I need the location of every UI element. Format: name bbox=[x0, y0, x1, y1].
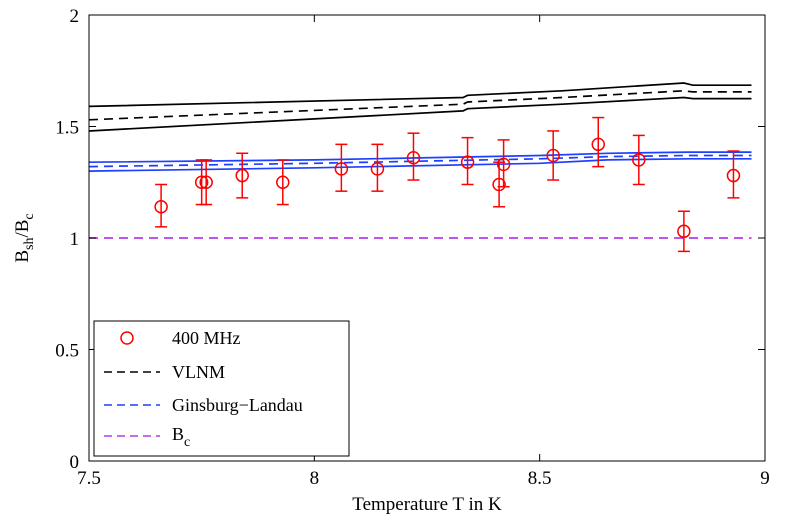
data-point-4 bbox=[276, 175, 290, 189]
data-point-0 bbox=[154, 200, 168, 214]
data-point-3 bbox=[235, 168, 249, 183]
x-axis-label: Temperature T in K bbox=[352, 494, 502, 515]
vlnm-lower-bound-line bbox=[89, 96, 752, 132]
data-point-14 bbox=[677, 224, 691, 239]
vlnm-upper-bound-line bbox=[89, 82, 752, 108]
vlnm-line bbox=[89, 89, 752, 121]
data-point-13 bbox=[632, 153, 646, 167]
y-tick-label-1: 0.5 bbox=[55, 341, 79, 362]
y-label-sub1: sh bbox=[22, 238, 37, 250]
legend: 400 MHz VLNM Ginsburg−Landau Bc bbox=[93, 320, 350, 457]
x-tick-label-1: 8 bbox=[310, 468, 320, 489]
legend-label-bc-sub: c bbox=[184, 435, 190, 450]
data-point-11 bbox=[546, 148, 560, 163]
y-tick-label-4: 2 bbox=[70, 6, 80, 27]
legend-label-400mhz: 400 MHz bbox=[172, 328, 241, 348]
y-tick-label-0: 0 bbox=[70, 452, 80, 473]
x-tick-label-3: 9 bbox=[760, 468, 770, 489]
data-point-9 bbox=[492, 177, 506, 192]
legend-label-vlnm: VLNM bbox=[172, 362, 225, 382]
data-point-8 bbox=[460, 155, 475, 169]
legend-label-bc: Bc bbox=[172, 424, 190, 450]
legend-box bbox=[93, 320, 350, 457]
y-label-base: B bbox=[12, 250, 33, 263]
y-tick-label-2: 1 bbox=[70, 229, 80, 250]
data-point-5 bbox=[334, 162, 349, 176]
ginsburg-landau-upper-bound-line bbox=[89, 151, 752, 164]
data-point-12 bbox=[591, 137, 606, 152]
tick-layer: 7.5 8 8.5 9 0 0.5 1 1.5 2 bbox=[55, 6, 770, 489]
ginsburg-landau-line bbox=[89, 154, 752, 168]
legend-marker-400mhz bbox=[120, 331, 134, 345]
ginsburg-landau-lower-bound-line bbox=[89, 157, 752, 172]
data-point-6 bbox=[370, 162, 385, 176]
legend-label-ginsburg-landau: Ginsburg−Landau bbox=[172, 395, 303, 415]
marker-layer bbox=[154, 116, 741, 253]
y-label-sep: /B bbox=[12, 220, 33, 238]
y-label-sub2: c bbox=[22, 213, 37, 219]
x-tick-label-2: 8.5 bbox=[528, 468, 552, 489]
x-tick-label-0: 7.5 bbox=[77, 468, 101, 489]
data-point-10 bbox=[496, 157, 511, 172]
y-tick-label-3: 1.5 bbox=[55, 118, 79, 139]
data-point-2 bbox=[199, 175, 213, 189]
data-point-7 bbox=[406, 150, 421, 165]
data-point-15 bbox=[726, 168, 741, 183]
series-layer bbox=[89, 82, 752, 239]
data-point-1 bbox=[194, 175, 209, 189]
y-axis-label: Bsh/Bc bbox=[12, 213, 37, 262]
legend-label-bc-base: B bbox=[172, 424, 184, 444]
